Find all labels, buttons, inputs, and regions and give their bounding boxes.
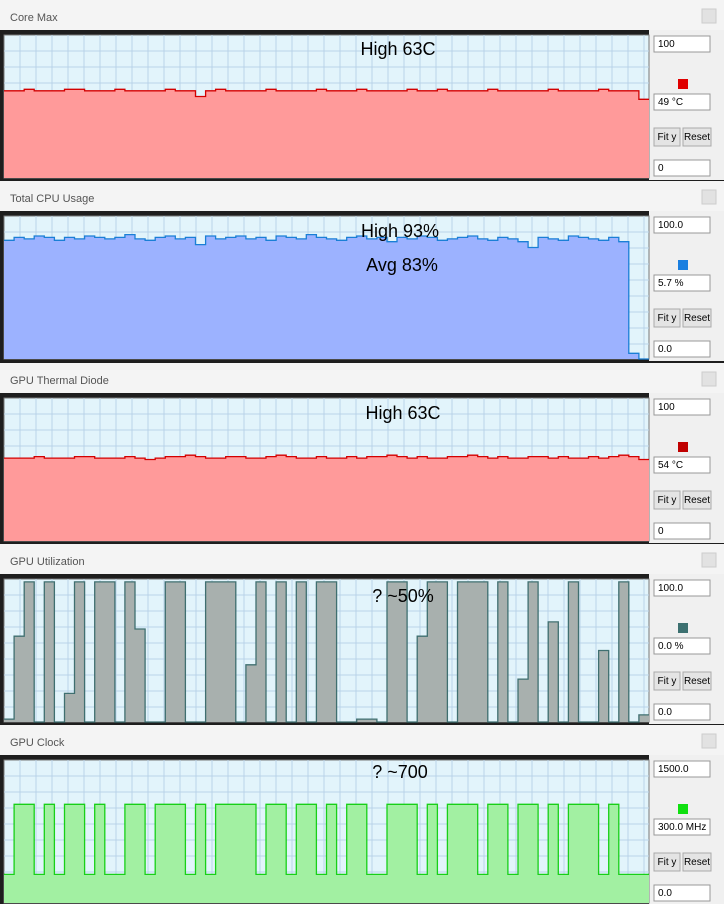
color-swatch <box>678 804 688 814</box>
current-value: 54 °C <box>658 460 683 471</box>
y-limit-label: 0.0 <box>658 888 672 899</box>
reset-button[interactable] <box>682 127 712 147</box>
reset-button[interactable] <box>682 490 712 510</box>
fit-y-label[interactable]: Fit y <box>658 313 677 324</box>
panel-title: GPU Thermal Diode <box>10 375 109 387</box>
series-line <box>4 803 649 876</box>
color-swatch <box>678 260 688 270</box>
y-limit-label: 0 <box>658 163 664 174</box>
panel-title: Core Max <box>10 12 58 24</box>
y-limit-box <box>653 522 711 540</box>
y-limit-label: 0.0 <box>658 707 672 718</box>
y-limit-box <box>653 884 711 902</box>
annotation: Avg 83% <box>366 255 438 275</box>
current-value: 5.7 % <box>658 278 684 289</box>
panel-title: GPU Clock <box>10 737 65 749</box>
current-value: 0.0 % <box>658 641 684 652</box>
y-limit-label: 100.0 <box>658 583 683 594</box>
current-box <box>653 93 711 111</box>
fit-y-label[interactable]: Fit y <box>658 857 677 868</box>
annotation: High 63C <box>360 39 435 59</box>
reset-label[interactable]: Reset <box>684 313 710 324</box>
y-limit-box <box>653 398 711 416</box>
annotation: ? ~700 <box>372 762 428 782</box>
y-limit-label: 0 <box>658 526 664 537</box>
y-limit-box <box>653 703 711 721</box>
close-button[interactable] <box>701 733 717 749</box>
current-box <box>653 818 711 836</box>
fit-y-button[interactable] <box>653 671 681 691</box>
series-line <box>4 581 649 723</box>
reset-label[interactable]: Reset <box>684 857 710 868</box>
y-limit-box <box>653 340 711 358</box>
reset-button[interactable] <box>682 308 712 328</box>
reset-label[interactable]: Reset <box>684 132 710 143</box>
y-limit-box <box>653 35 711 53</box>
current-value: 300.0 MHz <box>658 822 706 833</box>
annotation: ? ~50% <box>372 586 434 606</box>
close-button[interactable] <box>701 371 717 387</box>
current-value: 49 °C <box>658 97 683 108</box>
series-line <box>4 233 649 360</box>
series-area <box>4 455 649 541</box>
panel-title: Total CPU Usage <box>10 193 94 205</box>
title-bar <box>0 181 724 211</box>
y-limit-label: 0.0 <box>658 344 672 355</box>
series-line <box>4 454 649 461</box>
fit-y-label[interactable]: Fit y <box>658 132 677 143</box>
annotation: High 63C <box>365 403 440 423</box>
title-bar <box>0 725 724 755</box>
reset-button[interactable] <box>682 671 712 691</box>
y-limit-box <box>653 216 711 234</box>
close-button[interactable] <box>701 189 717 205</box>
reset-label[interactable]: Reset <box>684 495 710 506</box>
color-swatch <box>678 79 688 89</box>
title-bar <box>0 363 724 393</box>
reset-button[interactable] <box>682 852 712 872</box>
series-line <box>4 88 649 100</box>
annotation: High 93% <box>361 221 439 241</box>
y-limit-label: 100 <box>658 402 675 413</box>
y-limit-box <box>653 159 711 177</box>
y-limit-label: 1500.0 <box>658 764 689 775</box>
fit-y-button[interactable] <box>653 127 681 147</box>
panel-title: GPU Utilization <box>10 556 85 568</box>
current-box <box>653 456 711 474</box>
fit-y-button[interactable] <box>653 490 681 510</box>
reset-label[interactable]: Reset <box>684 676 710 687</box>
fit-y-button[interactable] <box>653 852 681 872</box>
color-swatch <box>678 442 688 452</box>
title-bar <box>0 544 724 574</box>
current-box <box>653 637 711 655</box>
title-bar <box>0 0 724 30</box>
close-button[interactable] <box>701 8 717 24</box>
fit-y-label[interactable]: Fit y <box>658 495 677 506</box>
y-limit-box <box>653 579 711 597</box>
series-area <box>4 89 649 178</box>
close-button[interactable] <box>701 552 717 568</box>
color-swatch <box>678 623 688 633</box>
series-area <box>4 234 649 359</box>
y-limit-box <box>653 760 711 778</box>
y-limit-label: 100 <box>658 39 675 50</box>
fit-y-button[interactable] <box>653 308 681 328</box>
current-box <box>653 274 711 292</box>
fit-y-label[interactable]: Fit y <box>658 676 677 687</box>
y-limit-label: 100.0 <box>658 220 683 231</box>
